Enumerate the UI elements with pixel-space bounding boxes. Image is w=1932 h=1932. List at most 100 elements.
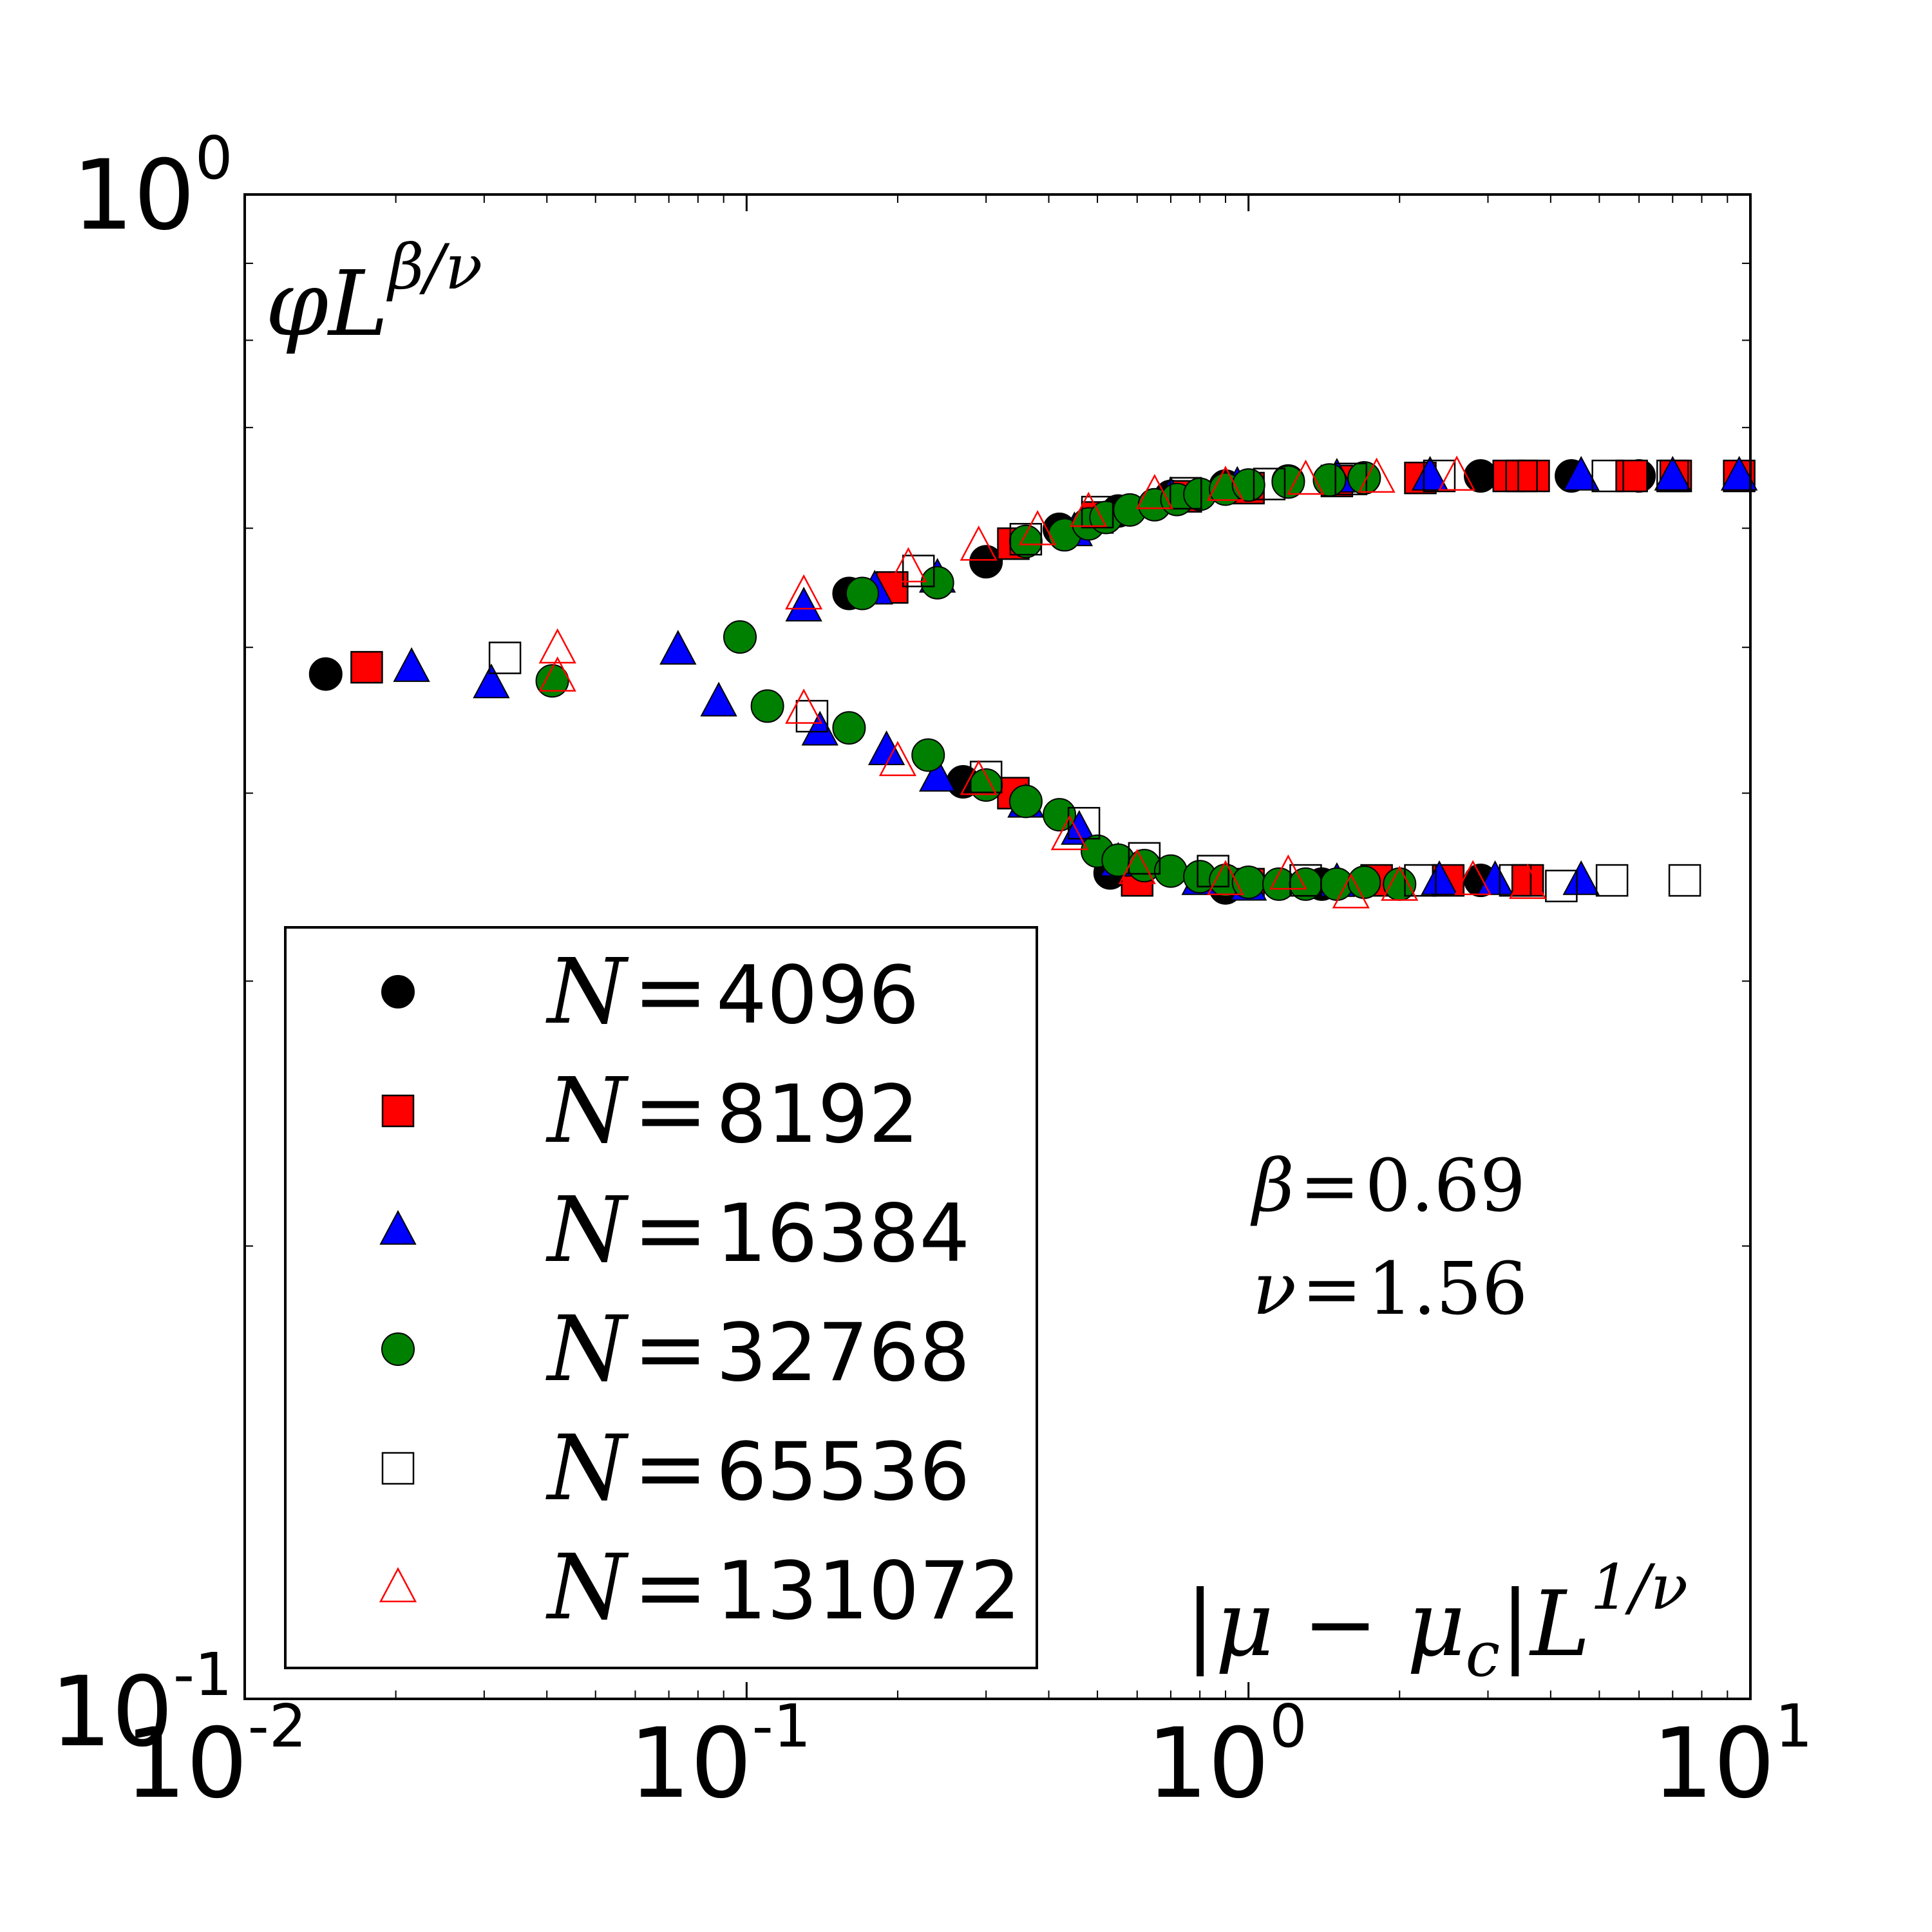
data-point — [1287, 459, 1325, 495]
y-tick-label: 10-1 — [50, 1640, 232, 1768]
data-point — [1135, 473, 1173, 509]
data-point — [1019, 509, 1057, 545]
data-point — [1043, 798, 1077, 832]
data-point — [1061, 810, 1098, 845]
data-point — [1206, 860, 1245, 896]
legend-label: N=65536 — [545, 1416, 970, 1521]
data-point — [535, 664, 569, 698]
data-point — [920, 565, 954, 600]
data-point — [700, 681, 737, 717]
data-point — [969, 545, 1003, 579]
legend-marker-65536 — [381, 1452, 415, 1485]
data-point — [878, 741, 917, 777]
data-point — [1253, 468, 1286, 500]
y-axis-label: φLβ/ν — [265, 231, 482, 357]
legend-markers — [379, 975, 417, 1602]
data-point — [659, 630, 697, 665]
plot-frame — [243, 193, 1752, 1700]
data-point — [473, 663, 510, 699]
data-point — [1511, 864, 1544, 897]
data-point — [1421, 860, 1458, 895]
data-point — [1070, 491, 1108, 527]
data-point — [1562, 455, 1600, 491]
data-point — [1170, 477, 1202, 510]
data-point — [1404, 864, 1437, 897]
legend-marker-4096 — [381, 975, 415, 1009]
data-point — [1499, 864, 1532, 897]
data-point — [1411, 455, 1449, 491]
data-point — [1081, 495, 1114, 529]
data-point — [1656, 459, 1689, 493]
data-point — [1517, 459, 1550, 493]
data-point — [1067, 807, 1101, 840]
x-tick-label: 100 — [1146, 1692, 1307, 1820]
data-point — [918, 757, 956, 792]
data-point — [1347, 865, 1381, 899]
data-point — [350, 650, 383, 684]
data-point — [960, 759, 998, 795]
legend-label: N=16384 — [545, 1178, 970, 1283]
data-point — [308, 657, 343, 691]
data-point — [960, 525, 998, 561]
data-point — [1654, 455, 1691, 491]
data-point — [1347, 461, 1381, 495]
data-point — [488, 641, 522, 674]
data-point — [538, 656, 576, 692]
legend-box — [284, 926, 1038, 1669]
data-point — [832, 711, 866, 745]
annotation-beta: β=0.69 — [1250, 1144, 1526, 1228]
data-point — [845, 576, 879, 611]
data-point — [1505, 459, 1538, 493]
data-point — [1206, 466, 1245, 501]
data-point — [1009, 523, 1043, 556]
data-point — [1050, 815, 1088, 851]
annotation-nu: ν=1.56 — [1253, 1247, 1528, 1331]
legend-marker-32768 — [381, 1332, 415, 1366]
data-point — [889, 547, 927, 583]
legend-label: N=4096 — [545, 940, 919, 1045]
minor-ticks — [245, 194, 1750, 1699]
data-point — [723, 620, 757, 654]
x-tick-labels: 10-2 10-1 100 101 — [125, 1692, 1813, 1820]
data-point — [1562, 860, 1600, 895]
data-point — [1358, 457, 1396, 493]
data-point — [911, 738, 945, 772]
data-point — [1289, 864, 1322, 897]
data-point — [1591, 459, 1624, 493]
data-point — [1332, 873, 1370, 909]
data-point — [1381, 866, 1419, 901]
x-tick-label: 10-1 — [629, 1692, 811, 1820]
data-point — [538, 628, 576, 664]
data-point — [1668, 864, 1701, 897]
data-point — [902, 554, 935, 587]
legend-marker-131072 — [379, 1567, 417, 1602]
legend-label: N=8192 — [545, 1059, 919, 1164]
data-point — [1595, 864, 1629, 897]
data-point — [1423, 459, 1456, 493]
x-axis-label: |μ − μc|L1/ν — [1185, 1551, 1688, 1690]
x-tick-label: 101 — [1652, 1692, 1812, 1820]
data-point — [785, 587, 822, 622]
data-point — [1720, 455, 1758, 491]
series-32768 — [535, 461, 1417, 901]
data-point — [1437, 455, 1476, 491]
y-tick-label: 100 — [72, 124, 232, 252]
legend-label: N=131072 — [545, 1535, 1021, 1640]
data-point — [1545, 869, 1578, 903]
x-tick-label: 10-2 — [125, 1692, 307, 1820]
legend-label: N=32768 — [545, 1297, 970, 1402]
data-point — [1464, 459, 1498, 493]
data-point — [785, 688, 823, 724]
data-point — [1615, 459, 1648, 493]
data-point — [1312, 463, 1347, 497]
series-131072 — [538, 455, 1547, 909]
data-point — [1271, 465, 1305, 499]
legend: N=4096 N=8192 N=16384 N=32768 N=65536 N=… — [284, 926, 1038, 1669]
data-point — [1231, 468, 1265, 502]
data-point — [1009, 784, 1043, 819]
legend-marker-8192 — [381, 1094, 415, 1128]
legend-marker-16384 — [379, 1209, 417, 1245]
data-point — [1454, 860, 1492, 896]
data-points — [308, 455, 1758, 909]
